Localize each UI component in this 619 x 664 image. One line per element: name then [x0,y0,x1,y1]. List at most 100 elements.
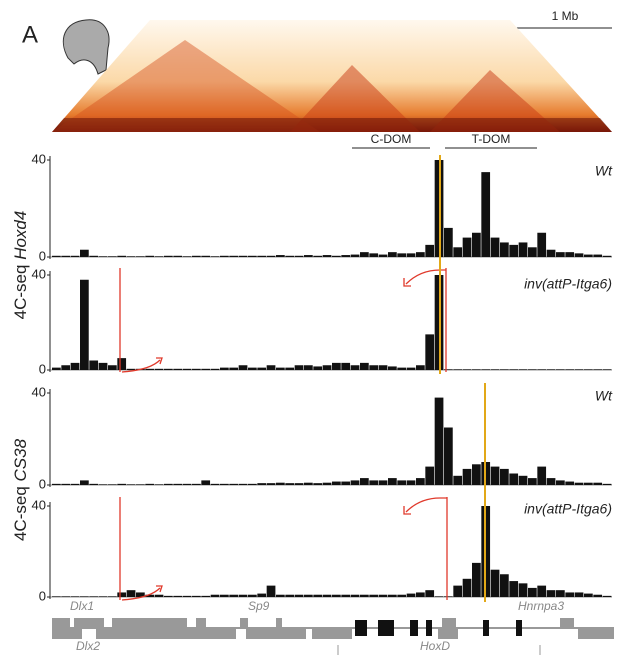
signal-bar [565,252,575,257]
signal-bar [341,481,351,485]
signal-bar [276,482,285,485]
signal-bar [593,482,603,485]
signal-bar [229,367,239,370]
signal-bar [518,475,528,485]
y-axis-label: 4C-seq CS38 [11,438,30,541]
signal-bar [61,365,71,370]
signal-bar [556,590,565,597]
signal-bar [229,255,239,257]
signal-bar [220,594,229,597]
signal-bar [537,466,547,485]
signal-bar [257,255,267,257]
signal-bar [350,480,360,485]
signal-bar [397,253,407,257]
signal-bar [528,587,537,597]
signal-bar [369,480,379,485]
signal-bar [201,368,211,370]
signal-bar [444,369,453,370]
signal-bar [444,227,453,257]
signal-bar [201,255,211,257]
signal-bar [238,594,248,597]
signal-bar [248,594,257,597]
signal-bar [164,595,173,597]
signal-bar [565,369,575,370]
signal-bar [136,484,145,485]
signal-bar [490,369,500,370]
signal-bar [360,594,369,597]
signal-bar [304,365,313,370]
gene-label: Sp9 [248,599,270,613]
signal-bar [462,468,472,485]
signal-bar [164,255,173,257]
signal-bar [98,362,108,370]
signal-bar [388,594,397,597]
signal-bar [369,594,379,597]
signal-bar [378,365,388,370]
signal-bar [192,595,201,597]
signal-bar [89,483,99,485]
gene-label: Dlx1 [70,599,94,613]
signal-bar [229,483,239,485]
hic-tad [430,70,560,132]
signal-bar [201,480,211,485]
signal-bar [313,366,323,370]
signal-bar [462,578,472,597]
signal-bar [108,596,117,597]
signal-bar [369,253,379,257]
signal-bar [117,255,127,257]
signal-bar [89,596,99,597]
signal-bar [294,594,304,597]
y-tick-label: 40 [32,266,46,281]
signal-bar [602,595,612,597]
viewpoints [439,155,486,602]
signal-bar [556,252,565,257]
hic-diagonal [52,118,612,132]
signal-bar [537,585,547,597]
signal-bar [444,596,453,597]
signal-bar [182,595,192,597]
signal-bar [136,256,145,257]
signal-bar [126,256,136,257]
y-tick-label: 0 [39,248,46,263]
signal-bar [276,594,285,597]
signal-bar [154,368,164,370]
signal-bar [238,255,248,257]
y-axis-label-gene: CS38 [11,438,30,481]
inversion-marks [119,268,448,601]
track-label: inv(attP-Itga6) [524,276,612,292]
signal-bar [481,369,491,370]
track-label: Wt [595,163,613,179]
signal-bar [220,483,229,485]
signal-bar [416,252,425,257]
signal-bar [350,254,360,257]
domain-label: C-DOM [371,132,412,146]
signal-bar [453,585,463,597]
hic-tad [290,65,420,132]
signal-bar [108,256,117,257]
signal-bar [472,562,481,597]
signal-bar [276,255,285,257]
signal-bar [593,594,603,597]
signal-bar [584,593,593,597]
signal-bar [500,468,509,485]
signal-bar [61,255,71,257]
signal-bar [537,369,547,370]
signal-bar [481,172,491,257]
signal-bar [145,594,155,597]
signal-bar [173,483,183,485]
signal-bar [173,595,183,597]
signal-bar [313,483,323,485]
signal-bar [173,255,183,257]
signal-bar [518,369,528,370]
signal-bar [322,365,332,370]
domain-label: T-DOM [472,132,511,146]
signal-bar [425,590,435,597]
signal-bar [416,365,425,370]
signal-bar [434,397,444,485]
signal-bar [52,367,61,370]
signal-bar [528,247,537,257]
signal-bar [472,369,481,370]
signal-bar [126,368,136,370]
y-axis-label-gene: Hoxd4 [11,211,30,260]
signal-bar [248,483,257,485]
